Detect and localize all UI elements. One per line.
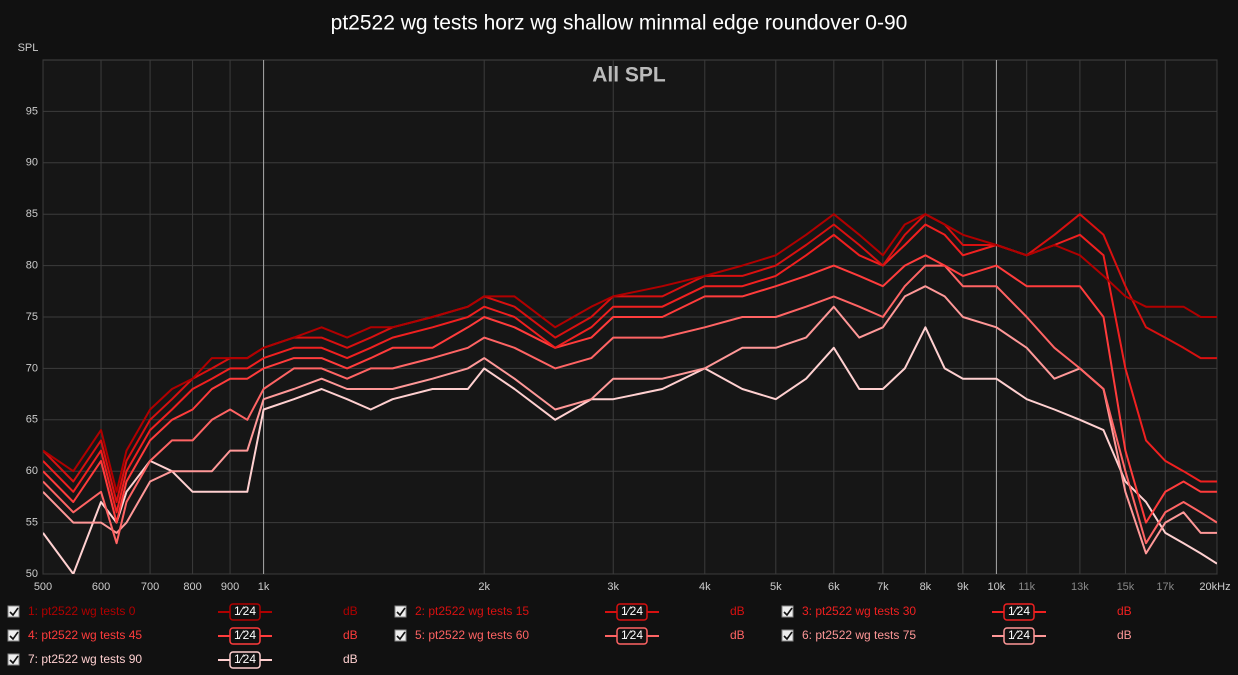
y-tick-label: 75 <box>26 311 38 323</box>
legend-entry: 4: pt2522 wg tests 45 1⁄24 dB <box>7 627 358 645</box>
legend-smoothing-box <box>229 603 261 621</box>
legend-entry: 7: pt2522 wg tests 90 1⁄24 dB <box>7 651 358 669</box>
x-tick-label: 10k <box>988 581 1006 593</box>
x-tick-label: 3k <box>607 581 619 593</box>
x-tick-label: 15k <box>1117 581 1135 593</box>
legend-smoothing-box <box>616 603 648 621</box>
legend-checkbox <box>394 629 407 642</box>
y-axis-label: SPL <box>18 42 39 54</box>
legend-checkbox <box>781 629 794 642</box>
legend-label: 1: pt2522 wg tests 0 <box>28 604 136 618</box>
y-tick-label: 60 <box>26 465 38 477</box>
x-tick-label: 17k <box>1156 581 1174 593</box>
x-tick-label: 500 <box>34 581 52 593</box>
legend-label: 2: pt2522 wg tests 15 <box>415 604 529 618</box>
x-tick-label: 600 <box>92 581 110 593</box>
y-tick-label: 90 <box>26 157 38 169</box>
legend-unit: dB <box>343 652 358 666</box>
x-tick-label: 700 <box>141 581 159 593</box>
series-line <box>43 326 1217 574</box>
y-tick-label: 85 <box>26 208 38 220</box>
x-tick-label: 6k <box>828 581 840 593</box>
y-tick-label: 70 <box>26 362 38 374</box>
legend-smoothing: 1⁄24 <box>234 604 256 618</box>
legend-smoothing: 1⁄24 <box>234 628 256 642</box>
legend-entry: 3: pt2522 wg tests 30 1⁄24 dB <box>781 603 1132 621</box>
legend-check <box>783 631 793 641</box>
legend-label: 3: pt2522 wg tests 30 <box>802 604 916 618</box>
x-tick-label: 11k <box>1018 581 1035 593</box>
y-tick-label: 65 <box>26 414 38 426</box>
legend-checkbox <box>781 605 794 618</box>
y-tick-label: 80 <box>26 260 38 272</box>
legend-smoothing-box <box>1003 627 1035 645</box>
legend-unit: dB <box>343 628 358 642</box>
legend-label: 4: pt2522 wg tests 45 <box>28 628 142 642</box>
series-line <box>43 285 1217 555</box>
x-tick-label: 8k <box>920 581 932 593</box>
legend-unit: dB <box>1117 628 1132 642</box>
x-tick-label: 2k <box>478 581 490 593</box>
x-tick-label: 800 <box>183 581 201 593</box>
x-tick-label: 20kHz <box>1199 581 1230 593</box>
x-tick-label: 7k <box>877 581 889 593</box>
x-tick-label: 13k <box>1071 581 1089 593</box>
legend-check <box>396 631 406 641</box>
legend-smoothing: 1⁄24 <box>621 604 643 618</box>
annotation: All SPL <box>592 64 666 87</box>
series-line <box>43 213 1217 493</box>
legend-smoothing-box <box>229 627 261 645</box>
legend-label: 6: pt2522 wg tests 75 <box>802 628 916 642</box>
legend-checkbox <box>7 629 20 642</box>
legend-smoothing-box <box>229 651 261 669</box>
legend-smoothing-box <box>1003 603 1035 621</box>
legend-unit: dB <box>1117 604 1132 618</box>
legend-smoothing: 1⁄24 <box>1008 604 1030 618</box>
legend-entry: 1: pt2522 wg tests 0 1⁄24 dB <box>7 603 358 621</box>
x-tick-label: 5k <box>770 581 782 593</box>
legend-label: 7: pt2522 wg tests 90 <box>28 652 142 666</box>
series-line <box>43 264 1217 545</box>
y-tick-label: 55 <box>26 517 38 529</box>
y-tick-label: 95 <box>26 105 38 117</box>
legend-smoothing: 1⁄24 <box>621 628 643 642</box>
series-group <box>43 213 1217 574</box>
legend-smoothing-box <box>616 627 648 645</box>
legend-unit: dB <box>730 604 745 618</box>
legend-label: 5: pt2522 wg tests 60 <box>415 628 529 642</box>
x-tick-label: 900 <box>221 581 239 593</box>
x-tick-label: 4k <box>699 581 711 593</box>
legend-unit: dB <box>730 628 745 642</box>
series-line <box>43 223 1217 514</box>
legend-entry: 6: pt2522 wg tests 75 1⁄24 dB <box>781 627 1132 645</box>
legend-smoothing: 1⁄24 <box>234 652 256 666</box>
legend-smoothing: 1⁄24 <box>1008 628 1030 642</box>
legend-check <box>9 655 19 665</box>
legend-check <box>9 631 19 641</box>
legend-check <box>783 607 793 617</box>
chart-title: pt2522 wg tests horz wg shallow minmal e… <box>331 12 908 35</box>
legend-check <box>9 607 19 617</box>
legend-checkbox <box>7 605 20 618</box>
legend-unit: dB <box>343 604 358 618</box>
legend-entry: 2: pt2522 wg tests 15 1⁄24 dB <box>394 603 745 621</box>
legend-entry: 5: pt2522 wg tests 60 1⁄24 dB <box>394 627 745 645</box>
legend-checkbox <box>7 653 20 666</box>
y-tick-label: 50 <box>26 568 38 580</box>
x-tick-label: 9k <box>957 581 969 593</box>
series-line <box>43 254 1217 524</box>
x-tick-label: 1k <box>258 581 270 593</box>
legend-check <box>396 607 406 617</box>
legend-checkbox <box>394 605 407 618</box>
